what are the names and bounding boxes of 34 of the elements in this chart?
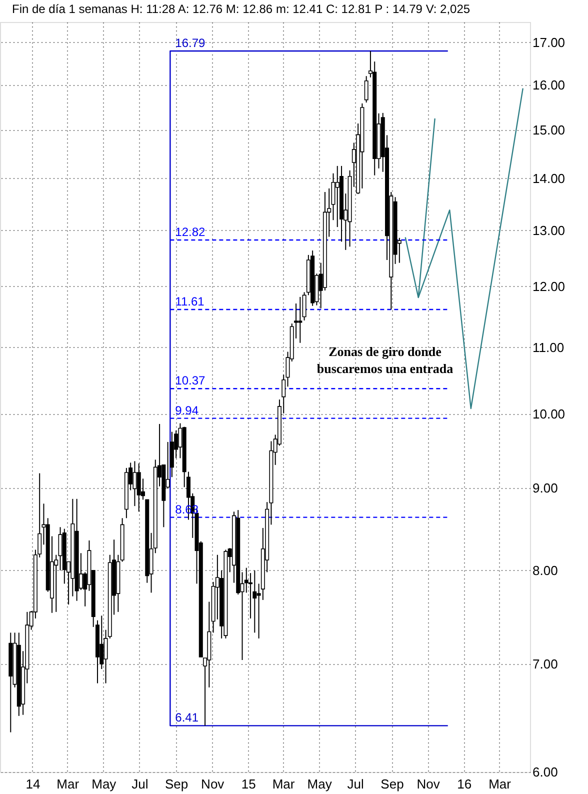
- y-tick-label: 15.00: [532, 122, 566, 138]
- annotation: Zonas de giro donde buscaremos una entrada: [316, 344, 454, 376]
- y-tick-label: 13.00: [532, 222, 566, 238]
- data-label: 16.79: [175, 36, 206, 50]
- x-tick-label: Mar: [56, 776, 80, 792]
- x-tick-label: Nov: [416, 776, 440, 792]
- y-tick-label: 16.00: [532, 77, 566, 92]
- y-tick-label: 10.00: [532, 406, 566, 422]
- x-tick-label: Jul: [132, 776, 148, 792]
- x-tick-label: 15: [241, 776, 256, 792]
- x-tick-label: May: [92, 776, 117, 792]
- x-tick-label: Jul: [347, 776, 364, 792]
- y-tick-label: 6.00: [532, 764, 558, 780]
- data-label: 10.37: [175, 374, 206, 388]
- y-tick-label: 11.00: [532, 340, 564, 355]
- x-tick-label: May: [307, 776, 332, 792]
- x-tick-label: Sep: [380, 776, 404, 792]
- data-label: 11.61: [175, 294, 205, 308]
- y-tick-label: 14.00: [532, 170, 566, 186]
- x-tick-label: Sep: [165, 776, 188, 792]
- x-tick-label: Nov: [201, 776, 225, 792]
- x-tick-label: Mar: [272, 776, 296, 792]
- x-tick-label: 14: [26, 776, 40, 792]
- data-label: 6.41: [175, 710, 199, 725]
- y-tick-label: 8.00: [532, 562, 558, 578]
- y-tick-label: 17.00: [532, 34, 566, 50]
- chart-title: Fin de día 1 semanas H: 11:28 A: 12.76 M: 12.86 m: 12.41 C: 12.81 P : 14.79 V: 2,025: [12, 2, 470, 16]
- data-label: 9.94: [175, 403, 199, 418]
- x-tick-label: 16: [457, 776, 472, 792]
- y-tick-label: 9.00: [532, 480, 558, 496]
- x-tick-label: Mar: [488, 776, 512, 792]
- data-label: 12.82: [175, 225, 206, 240]
- y-tick-label: 7.00: [532, 656, 558, 672]
- y-tick-label: 12.00: [532, 278, 566, 294]
